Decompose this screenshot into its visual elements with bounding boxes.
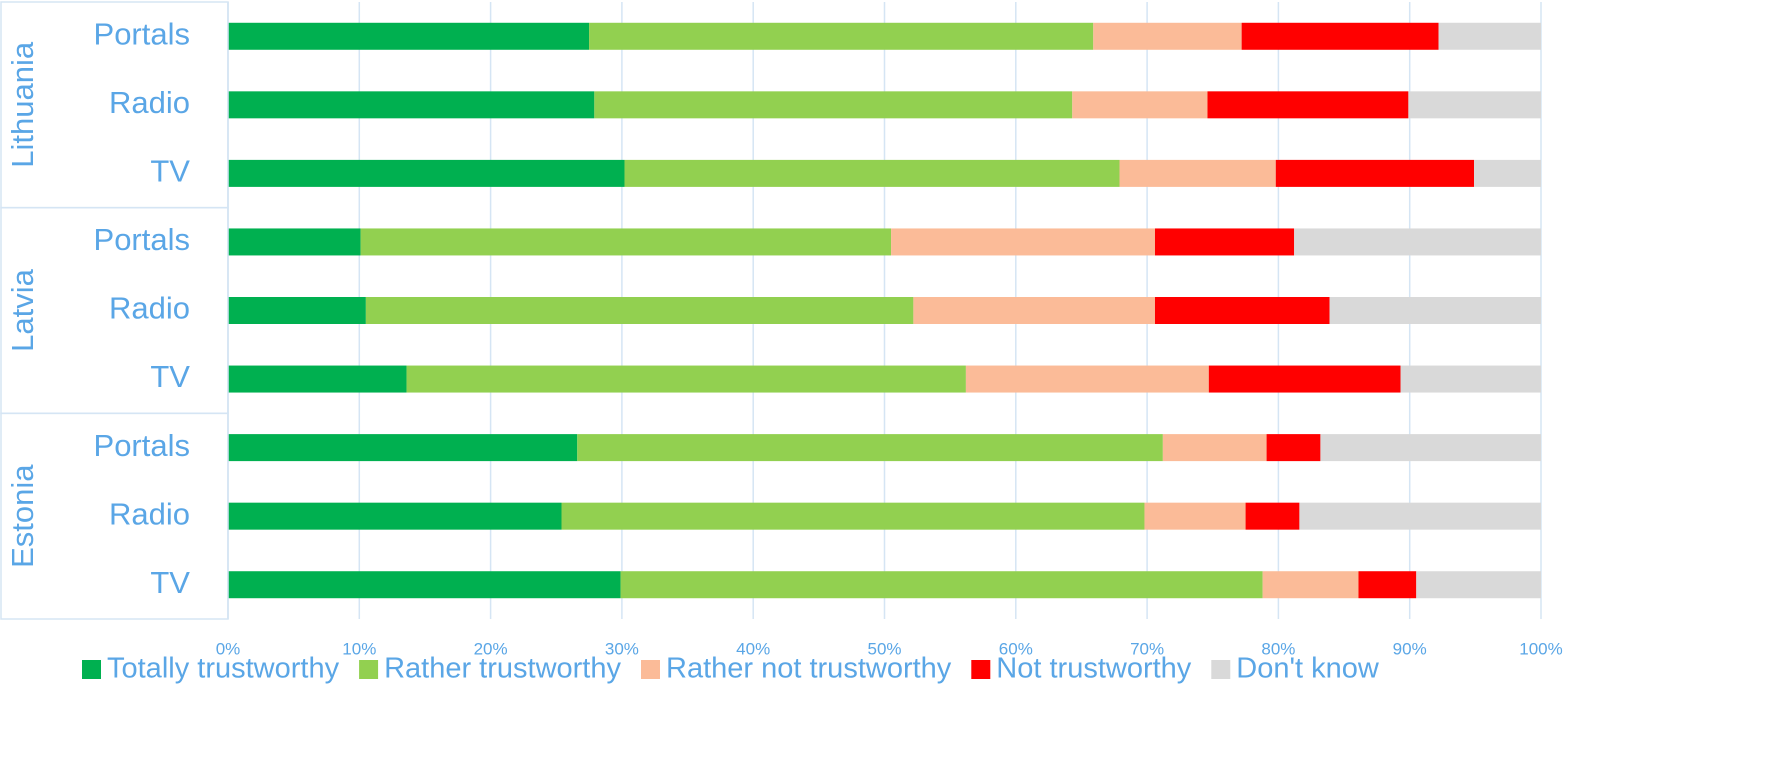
bar-segment <box>228 502 562 530</box>
legend-label: Totally trustworthy <box>107 653 340 685</box>
category-label: Portals <box>94 16 190 51</box>
bar-segment <box>1207 91 1409 119</box>
bar-segment <box>228 91 595 119</box>
legend-label: Rather trustworthy <box>384 653 621 685</box>
bar-segment <box>1408 91 1541 119</box>
legend-swatch <box>641 660 660 679</box>
bar-segment <box>228 297 366 324</box>
x-tick-label: 30% <box>605 639 639 658</box>
x-tick-label: 0% <box>216 639 241 658</box>
bar-segment <box>1320 434 1541 462</box>
group-label: Latvia <box>5 268 40 351</box>
bar-segment <box>1329 297 1541 324</box>
bar-segment <box>1275 159 1475 187</box>
x-tick-label: 80% <box>1261 639 1295 658</box>
bar-segment <box>228 365 407 393</box>
legend-swatch <box>82 660 101 679</box>
bar-segment <box>1241 22 1439 50</box>
x-tick-label: 70% <box>1130 639 1164 658</box>
group-label: Estonia <box>5 464 40 568</box>
bar-segment <box>365 297 914 324</box>
category-label: TV <box>150 565 190 600</box>
bar-segment <box>1438 22 1541 50</box>
bar-segment <box>594 91 1073 119</box>
bar-segment <box>1119 159 1276 187</box>
legend-swatch <box>1211 660 1231 679</box>
bar-segment <box>1294 228 1541 256</box>
bar-segment <box>228 22 590 50</box>
bar-segment <box>228 434 578 462</box>
bar-segment <box>1474 159 1541 187</box>
x-tick-label: 40% <box>736 639 770 658</box>
bar-segment <box>620 571 1263 599</box>
x-tick-label: 100% <box>1519 639 1562 658</box>
bar-segment <box>1299 502 1541 530</box>
legend-label: Don't know <box>1236 653 1380 685</box>
category-label: Radio <box>109 291 190 326</box>
group-label: Lithuania <box>5 41 40 168</box>
bar-segment <box>1358 571 1417 599</box>
bar-segment <box>228 159 625 187</box>
bar-segment <box>1162 434 1267 462</box>
category-label: TV <box>150 359 190 394</box>
category-label: Radio <box>109 85 190 120</box>
bar-segment <box>1416 571 1541 599</box>
bar-segment <box>1144 502 1246 530</box>
bar-segment <box>561 502 1145 530</box>
bar-segment <box>1072 91 1208 119</box>
bar-segment <box>1245 502 1300 530</box>
bar-segment <box>1208 365 1401 393</box>
x-tick-label: 90% <box>1393 639 1427 658</box>
category-label: TV <box>150 154 190 189</box>
bar-segment <box>1154 228 1295 256</box>
legend-label: Not trustworthy <box>996 653 1191 685</box>
legend-swatch <box>359 660 379 679</box>
bar-segment <box>1154 297 1330 324</box>
bar-segment <box>228 228 361 256</box>
bar-segment <box>1093 22 1242 50</box>
bar-segment <box>965 365 1209 393</box>
bar-segment <box>406 365 966 393</box>
bar-segment <box>1400 365 1541 393</box>
bar-segment <box>891 228 1155 256</box>
x-tick-label: 50% <box>867 639 901 658</box>
x-tick-label: 60% <box>999 639 1033 658</box>
bar-segment <box>1266 434 1321 462</box>
bar-segment <box>1262 571 1359 599</box>
bar-segment <box>624 159 1120 187</box>
x-tick-label: 10% <box>342 639 376 658</box>
category-label: Portals <box>94 428 190 463</box>
bar-segment <box>589 22 1094 50</box>
bar-segment <box>228 571 621 599</box>
legend-label: Rather not trustworthy <box>666 653 952 685</box>
legend-swatch <box>971 660 991 679</box>
x-tick-label: 20% <box>474 639 508 658</box>
category-label: Portals <box>94 222 190 257</box>
category-label: Radio <box>109 496 190 531</box>
bar-segment <box>360 228 892 256</box>
bar-segment <box>913 297 1155 324</box>
bar-segment <box>577 434 1163 462</box>
